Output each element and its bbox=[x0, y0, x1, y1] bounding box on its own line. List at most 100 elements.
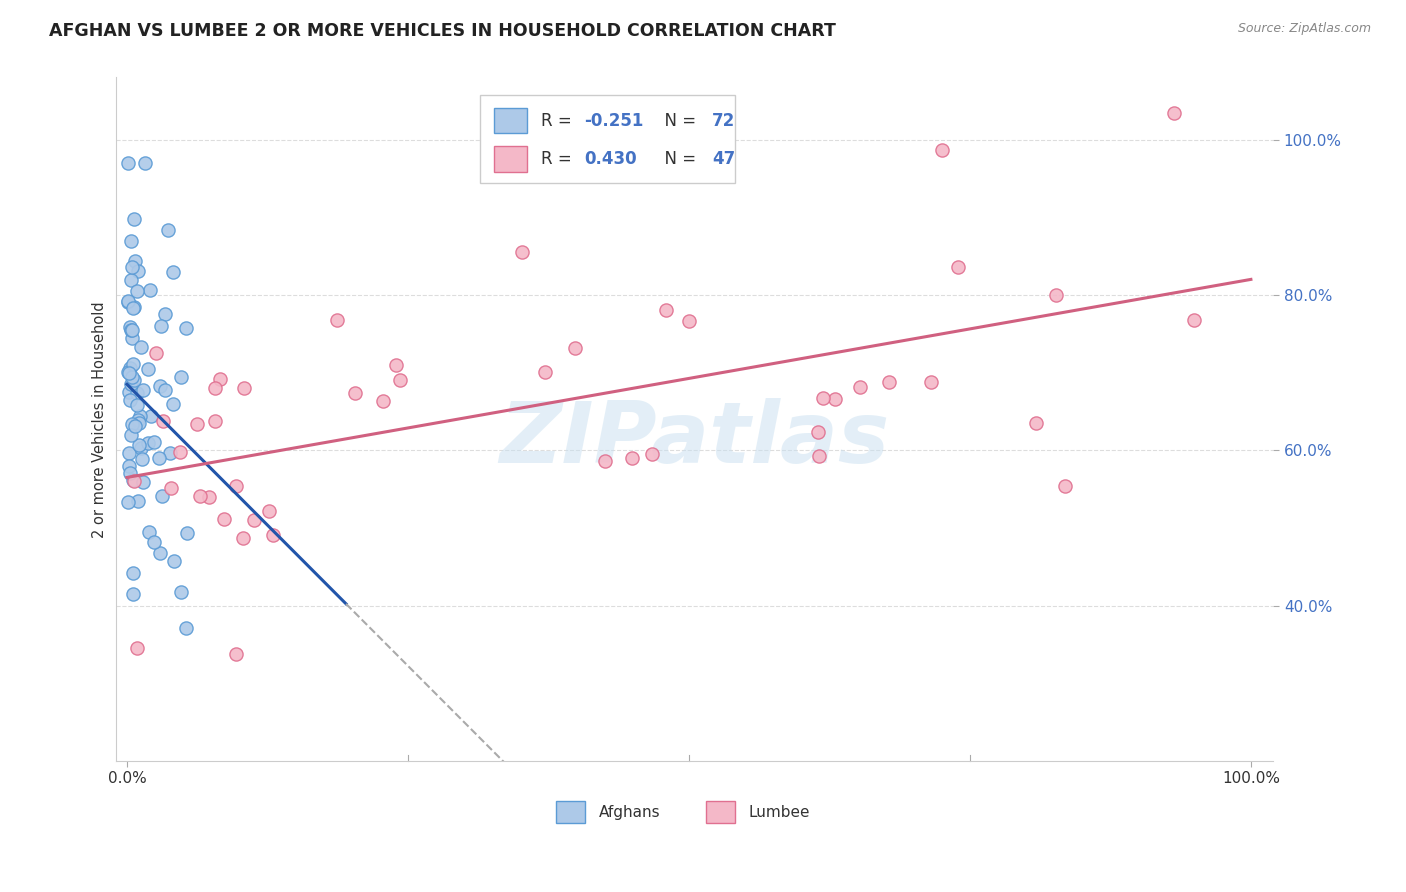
Point bbox=[117, 494, 139, 508]
Point bbox=[1054, 479, 1077, 493]
Point bbox=[125, 640, 148, 655]
Point bbox=[129, 441, 152, 455]
Point bbox=[209, 371, 232, 385]
FancyBboxPatch shape bbox=[706, 801, 735, 823]
Point bbox=[118, 361, 141, 376]
Point bbox=[120, 428, 142, 442]
Point bbox=[121, 323, 143, 337]
Point bbox=[122, 357, 145, 371]
Point bbox=[145, 346, 167, 360]
Point bbox=[232, 532, 254, 546]
Point bbox=[117, 293, 139, 308]
Point bbox=[946, 260, 969, 274]
Point bbox=[132, 475, 155, 490]
Point bbox=[120, 323, 142, 337]
Point bbox=[120, 319, 142, 334]
Point bbox=[262, 527, 284, 541]
Point bbox=[131, 451, 153, 466]
FancyBboxPatch shape bbox=[555, 801, 585, 823]
Point bbox=[128, 438, 150, 452]
Point bbox=[811, 391, 834, 405]
Point bbox=[121, 566, 143, 580]
Point bbox=[125, 398, 148, 412]
Point bbox=[160, 481, 183, 495]
Point bbox=[1163, 106, 1185, 120]
Y-axis label: 2 or more Vehicles in Household: 2 or more Vehicles in Household bbox=[93, 301, 107, 538]
Point bbox=[343, 385, 366, 400]
Point bbox=[153, 383, 176, 397]
Point bbox=[134, 156, 156, 170]
Point bbox=[389, 373, 412, 387]
Point bbox=[118, 366, 141, 380]
Point bbox=[148, 450, 170, 465]
Text: Source: ZipAtlas.com: Source: ZipAtlas.com bbox=[1237, 22, 1371, 36]
Point bbox=[170, 370, 193, 384]
Point bbox=[1045, 288, 1067, 302]
Point bbox=[138, 436, 160, 450]
Point bbox=[204, 414, 226, 428]
Point bbox=[127, 385, 149, 400]
Text: Afghans: Afghans bbox=[599, 805, 659, 820]
Point bbox=[148, 379, 170, 393]
Text: N =: N = bbox=[654, 112, 702, 129]
Point bbox=[153, 307, 176, 321]
Point bbox=[920, 375, 942, 389]
Point bbox=[162, 397, 184, 411]
Point bbox=[150, 319, 173, 334]
Point bbox=[931, 144, 953, 158]
Point bbox=[132, 384, 155, 398]
Point bbox=[149, 546, 172, 560]
Point bbox=[641, 447, 664, 461]
Point bbox=[121, 301, 143, 315]
Point bbox=[169, 444, 191, 458]
Point bbox=[117, 365, 139, 379]
Text: 47: 47 bbox=[711, 151, 735, 169]
Point bbox=[204, 381, 226, 395]
Point bbox=[170, 585, 193, 599]
Point bbox=[139, 283, 162, 297]
Point bbox=[118, 459, 141, 474]
Text: Lumbee: Lumbee bbox=[749, 805, 810, 820]
FancyBboxPatch shape bbox=[495, 108, 527, 134]
Point bbox=[128, 416, 150, 430]
Point bbox=[139, 409, 162, 424]
Point bbox=[136, 361, 159, 376]
Text: N =: N = bbox=[654, 151, 702, 169]
Point bbox=[655, 302, 678, 317]
Point bbox=[157, 223, 180, 237]
Point bbox=[371, 394, 394, 409]
Point bbox=[326, 312, 349, 326]
Point bbox=[129, 340, 152, 354]
Point bbox=[150, 489, 173, 503]
Point bbox=[138, 524, 160, 539]
Point bbox=[163, 554, 186, 568]
Point bbox=[127, 494, 149, 508]
Point bbox=[121, 260, 143, 274]
Point bbox=[142, 535, 165, 549]
Point bbox=[198, 490, 221, 504]
Point bbox=[120, 377, 142, 392]
Point bbox=[877, 375, 900, 389]
Point bbox=[232, 382, 254, 396]
Text: AFGHAN VS LUMBEE 2 OR MORE VEHICLES IN HOUSEHOLD CORRELATION CHART: AFGHAN VS LUMBEE 2 OR MORE VEHICLES IN H… bbox=[49, 22, 837, 40]
Point bbox=[176, 525, 198, 540]
Point bbox=[122, 587, 145, 601]
FancyBboxPatch shape bbox=[481, 95, 735, 184]
Point bbox=[121, 331, 143, 345]
Point bbox=[824, 392, 846, 407]
Point bbox=[808, 449, 831, 463]
Point bbox=[129, 409, 152, 424]
Point bbox=[122, 373, 145, 387]
Text: R =: R = bbox=[540, 151, 576, 169]
Point bbox=[122, 212, 145, 227]
Point bbox=[118, 446, 141, 460]
Point bbox=[127, 264, 149, 278]
Text: 0.430: 0.430 bbox=[585, 151, 637, 169]
Point bbox=[162, 265, 184, 279]
Point bbox=[188, 488, 211, 502]
Point bbox=[122, 300, 145, 314]
Point bbox=[117, 294, 139, 309]
FancyBboxPatch shape bbox=[495, 146, 527, 172]
Point bbox=[242, 512, 264, 526]
Point bbox=[593, 454, 616, 468]
